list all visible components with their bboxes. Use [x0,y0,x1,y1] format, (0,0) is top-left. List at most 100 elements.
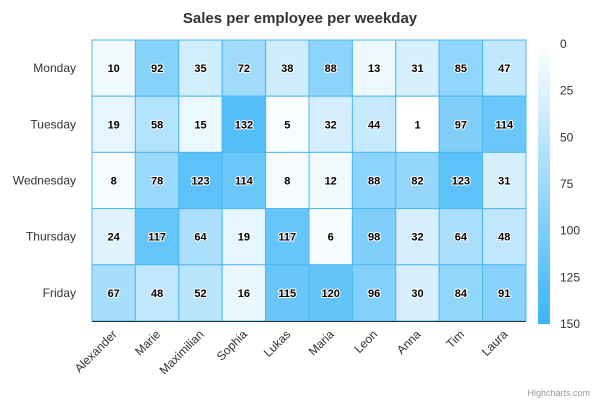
heatmap-cell[interactable] [395,264,440,322]
heatmap-cell[interactable] [91,39,136,97]
cell-value-label: 117 [148,232,166,244]
heatmap-cell[interactable] [134,264,180,322]
y-axis-label: Wednesday [13,174,76,188]
cell-value-label: 6 [328,232,334,244]
cell-value-label: 47 [498,63,510,75]
heatmap-cell[interactable] [91,151,136,210]
heatmap-cell[interactable] [438,264,484,322]
heatmap-cell[interactable] [308,39,353,97]
cell-value-label: 31 [498,176,510,188]
cell-value-label: 58 [151,119,163,131]
heatmap-cell[interactable] [438,208,484,266]
cell-value-label: 92 [151,63,163,75]
heatmap-cell[interactable] [178,151,223,210]
heatmap-cell[interactable] [308,208,353,266]
heatmap-cell[interactable] [482,208,527,266]
cell-value-label: 67 [108,288,120,300]
y-axis-label: Monday [33,61,76,75]
cell-value-label: 114 [495,119,514,131]
cell-value-label: 98 [368,232,380,244]
color-legend: 0 25 50 75 100 125 150 [538,37,580,331]
x-axis-label: Anna [394,327,424,357]
y-axis-label: Tuesday [30,117,76,131]
cell-value-label: 78 [151,176,163,188]
cell-value-label: 15 [194,119,206,131]
cell-value-label: 19 [238,232,250,244]
cell-value-label: 64 [194,232,207,244]
cell-value-label: 1 [414,119,420,131]
cell-value-label: 35 [194,63,206,75]
x-axis-label: Laura [479,327,511,359]
cell-value-label: 10 [108,63,120,75]
heatmap-cell[interactable] [395,39,440,97]
heatmap-cell[interactable] [438,151,484,210]
chart-title: Sales per employee per weekday [183,10,418,27]
cell-value-label: 123 [452,176,470,188]
legend-tick-label: 50 [560,130,574,144]
cell-value-label: 82 [411,176,423,188]
cell-value-label: 72 [238,63,250,75]
heatmap-cell[interactable] [351,208,397,266]
cell-value-label: 8 [111,176,117,188]
cell-value-label: 88 [368,176,380,188]
cell-value-label: 31 [411,63,423,75]
legend-tick-label: 75 [560,177,574,191]
heatmap-cell[interactable] [221,95,267,153]
heatmap-cells [91,39,527,322]
heatmap-cell[interactable] [134,95,180,153]
cell-value-label: 132 [235,119,253,131]
cell-value-label: 24 [108,232,121,244]
cell-value-label: 48 [498,232,510,244]
legend-tick-label: 125 [560,270,580,284]
cell-value-label: 117 [278,232,296,244]
x-axis-label: Tim [443,327,467,351]
heatmap-cell[interactable] [178,39,223,97]
cell-value-label: 30 [411,288,423,300]
cell-value-label: 96 [368,288,380,300]
y-axis-label: Thursday [26,230,76,244]
heatmap-cell[interactable] [351,95,397,153]
legend-tick-label: 100 [560,224,580,238]
heatmap-cell[interactable] [91,208,136,266]
cell-value-label: 44 [368,119,381,131]
cell-value-label: 16 [238,288,250,300]
legend-tick-label: 150 [560,317,580,331]
cell-value-label: 13 [368,63,380,75]
heatmap-cell[interactable] [482,39,527,97]
heatmap-cell[interactable] [395,95,440,153]
heatmap-cell[interactable] [438,95,484,153]
x-axis-label: Leon [351,327,380,356]
heatmap-cell[interactable] [351,151,397,210]
heatmap-cell[interactable] [395,151,440,210]
cell-value-label: 84 [455,288,468,300]
cell-value-label: 52 [194,288,206,300]
cell-value-label: 91 [498,288,510,300]
credits-link[interactable]: Highcharts.com [527,388,590,398]
cell-value-label: 19 [108,119,120,131]
x-axis-label: Maximilian [157,327,207,377]
x-axis-label: Lukas [261,327,294,360]
heatmap-cell[interactable] [351,264,397,322]
cell-value-label: 88 [325,63,337,75]
heatmap-cell[interactable] [482,95,527,153]
y-axis-label: Friday [43,286,76,300]
x-axis-label: Marie [132,327,163,358]
x-axis-label: Alexander [72,327,120,375]
heatmap-cell[interactable] [134,39,180,97]
cell-value-label: 115 [278,288,296,300]
heatmap-cell[interactable] [134,151,180,210]
heatmap-cell[interactable] [482,151,527,210]
heatmap-cell[interactable] [178,264,223,322]
heatmap-cell[interactable] [482,264,527,322]
cell-value-label: 32 [325,119,337,131]
y-axis: Monday Tuesday Wednesday Thursday Friday [13,61,76,300]
legend-tick-label: 0 [560,37,567,51]
cell-value-label: 48 [151,288,163,300]
heatmap-cell[interactable] [265,264,310,322]
heatmap-cell[interactable] [308,264,353,322]
heatmap-cell[interactable] [308,95,353,153]
cell-value-label: 97 [455,119,467,131]
